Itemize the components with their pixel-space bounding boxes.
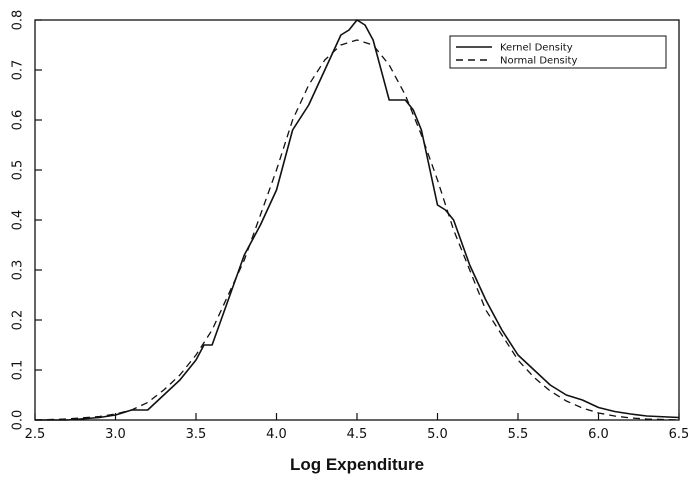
y-tick-label: 0.7 [11, 60, 26, 81]
series-kernel-density-line [35, 19, 680, 421]
x-tick-label: 6.0 [588, 427, 609, 442]
y-tick-label: 0.0 [11, 410, 26, 431]
x-tick-label: 4.0 [266, 427, 287, 442]
x-tick-label: 3.0 [105, 427, 126, 442]
x-tick-label: 6.5 [669, 427, 688, 442]
x-axis-label: Log Expenditure [290, 455, 424, 474]
y-tick-label: 0.1 [11, 360, 26, 381]
plot-frame [34, 19, 680, 421]
legend-label: Kernel Density [500, 43, 573, 54]
x-tick-label: 5.0 [427, 427, 448, 442]
x-tick-label: 2.5 [25, 427, 46, 442]
legend-label: Normal Density [500, 56, 577, 67]
x-axis: 2.5 3.0 3.5 4.0 4.5 5.0 5.5 6.0 6.5 [25, 413, 688, 442]
y-tick-label: 0.2 [11, 310, 26, 331]
x-tick-label: 3.5 [186, 427, 207, 442]
legend: Kernel Density Normal Density [449, 35, 667, 69]
plot-series [34, 19, 680, 421]
x-tick-label: 4.5 [347, 427, 368, 442]
y-tick-label: 0.4 [11, 210, 26, 231]
y-tick-label: 0.6 [11, 110, 26, 131]
y-tick-label: 0.5 [11, 160, 26, 181]
y-axis: 0.0 0.1 0.2 0.3 0.4 0.5 0.6 0.7 0.8 [11, 10, 42, 431]
y-tick-label: 0.3 [11, 260, 26, 281]
x-tick-label: 5.5 [508, 427, 529, 442]
legend-box [449, 35, 667, 69]
series-normal-density-line [34, 39, 680, 421]
y-tick-label: 0.8 [11, 10, 26, 31]
